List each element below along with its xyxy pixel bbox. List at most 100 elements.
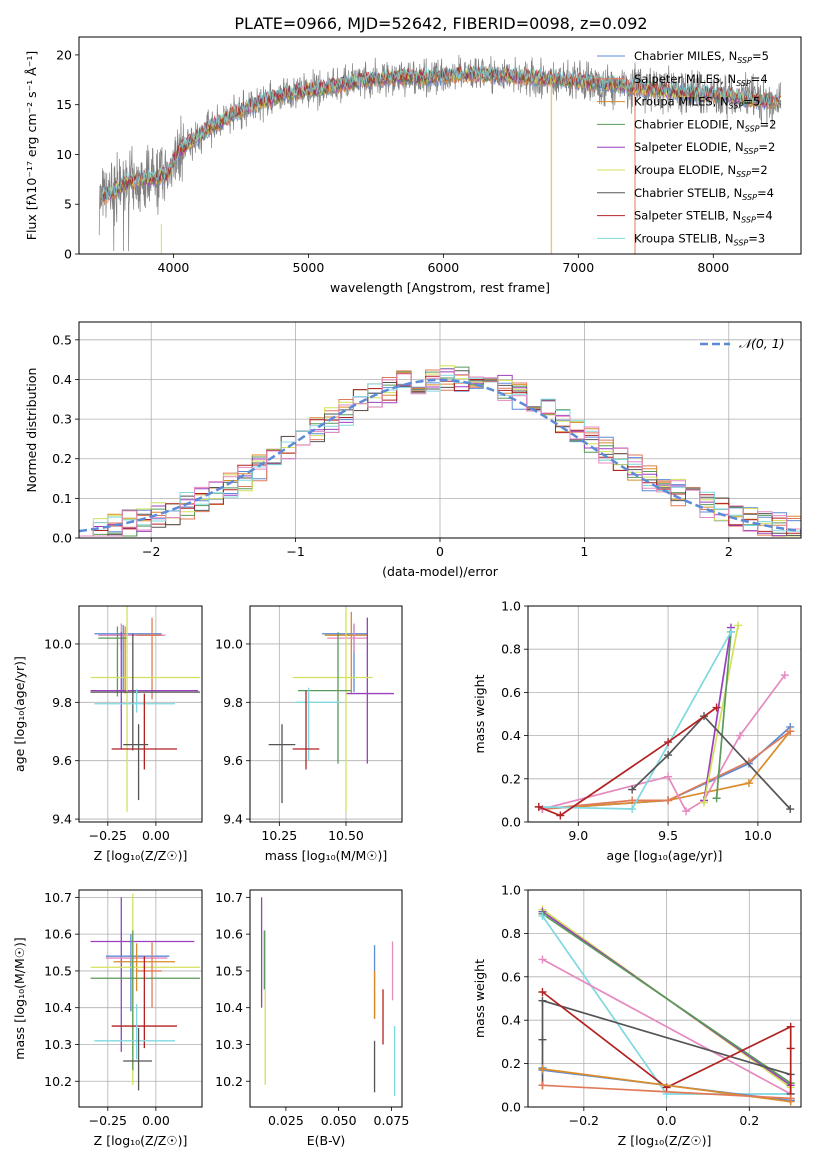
panel-mass_vs_Z: −0.25 0.00 10.2 10.3 10.4 10.5 10.6 10.7 Z [log₁… bbox=[12, 889, 203, 1148]
mass-weight-marker bbox=[786, 1094, 795, 1103]
mass-weight-marker bbox=[538, 987, 547, 996]
legend-label-subscript: SSP bbox=[736, 170, 751, 179]
y-tick-label: 10.6 bbox=[215, 927, 243, 942]
mass-weight-marker bbox=[538, 955, 547, 964]
legend-label: Chabrier STELIB, NSSP=4 bbox=[634, 186, 774, 202]
mass-weight-marker bbox=[744, 779, 753, 788]
mass-weight-line bbox=[715, 631, 732, 799]
legend-label: Kroupa STELIB, NSSP=3 bbox=[634, 231, 765, 247]
errorbar-point bbox=[136, 941, 162, 1008]
errorbar-point bbox=[123, 724, 149, 801]
plot-area-massweight_vs_age bbox=[534, 621, 795, 820]
errorbar-point bbox=[90, 930, 201, 1071]
mass-weight-marker bbox=[786, 1044, 795, 1053]
y-tick-label: 10.7 bbox=[215, 890, 243, 905]
errorbar-point bbox=[268, 724, 296, 804]
mass-weight-line bbox=[542, 1084, 791, 1100]
mass-weight-marker bbox=[780, 671, 789, 680]
legend-label-tail: =4 bbox=[751, 72, 768, 86]
y-tick-label: 0.6 bbox=[501, 685, 521, 700]
x-tick-label: 0 bbox=[436, 544, 444, 559]
y-tick-label: 9.8 bbox=[52, 695, 72, 710]
errorbar-point bbox=[136, 617, 162, 700]
mass-weight-line bbox=[703, 625, 739, 803]
mass-weight-marker bbox=[534, 802, 543, 811]
y-tick-label: 0.2 bbox=[501, 1056, 521, 1071]
axes-frame bbox=[249, 889, 403, 1108]
y-tick-label: 15 bbox=[56, 97, 72, 112]
mass-weight-marker bbox=[538, 1035, 547, 1044]
legend-label: Salpeter ELODIE, NSSP=2 bbox=[634, 140, 775, 156]
x-tick-label: 8000 bbox=[697, 260, 729, 275]
errorbar-point bbox=[346, 617, 394, 764]
y-tick-label: 0.3 bbox=[52, 412, 72, 427]
mass-weight-line bbox=[542, 913, 792, 1084]
mass-weight-marker bbox=[628, 805, 637, 814]
errorbar-point bbox=[98, 626, 128, 697]
errorbar-point bbox=[327, 623, 368, 653]
axes-frame bbox=[78, 605, 203, 823]
mass-weight-marker bbox=[682, 807, 691, 816]
legend-label-subscript: SSP bbox=[729, 102, 744, 111]
y-axis-label: mass weight bbox=[472, 674, 487, 753]
x-tick-label: −0.25 bbox=[89, 1113, 127, 1128]
mass-weight-marker bbox=[538, 912, 547, 921]
x-tick-label: −0.25 bbox=[89, 828, 127, 843]
legend-label-text: Kroupa MILES, N bbox=[634, 95, 729, 109]
plot-area-massweight_vs_Z bbox=[538, 905, 795, 1106]
y-tick-label: 0.0 bbox=[501, 815, 521, 830]
mass-weight-marker bbox=[628, 785, 637, 794]
legend-label-text: Chabrier ELODIE, N bbox=[634, 117, 745, 131]
y-tick-label: 10.6 bbox=[44, 927, 72, 942]
plot-area-age_vs_Z bbox=[90, 606, 201, 812]
x-axis-label: Z [log₁₀(Z/Z☉)] bbox=[618, 1133, 712, 1148]
axes-frame bbox=[78, 889, 203, 1108]
x-axis-label: Z [log₁₀(Z/Z☉)] bbox=[94, 848, 188, 863]
x-tick-label: 0.025 bbox=[268, 1113, 304, 1128]
y-tick-label: 0.4 bbox=[501, 1013, 521, 1028]
y-tick-label: 10.4 bbox=[44, 1000, 72, 1015]
y-tick-label: 0.2 bbox=[501, 771, 521, 786]
y-tick-label: 0.4 bbox=[501, 728, 521, 743]
legend-label: 𝒩(0, 1) bbox=[739, 336, 785, 351]
mass-weight-line bbox=[538, 706, 718, 817]
legend-label-text: Salpeter ELODIE, N bbox=[634, 140, 744, 154]
x-tick-label: −0.2 bbox=[569, 1113, 599, 1128]
panel-age_vs_Z: −0.25 0.00 9.4 9.6 9.8 10.0 Z [log₁₀(Z/Z☉)] age… bbox=[12, 605, 203, 863]
legend-label-subscript: SSP bbox=[736, 79, 751, 88]
x-axis-label: wavelength [Angstrom, rest frame] bbox=[330, 280, 550, 295]
y-tick-label: 0.0 bbox=[501, 1100, 521, 1115]
figure-title: PLATE=0966, MJD=52642, FIBERID=0098, z=0… bbox=[234, 14, 647, 33]
model-spectrum-8 bbox=[100, 65, 782, 203]
legend-label: Chabrier MILES, NSSP=5 bbox=[634, 49, 769, 65]
mass-weight-line bbox=[703, 627, 732, 801]
axes-frame bbox=[527, 605, 802, 823]
y-tick-label: 20 bbox=[56, 47, 72, 62]
x-axis-label: mass [log₁₀(M/M☉)] bbox=[265, 848, 387, 863]
y-tick-label: 5 bbox=[64, 197, 72, 212]
panel-mass_vs_ebv: 0.025 0.050 0.075 10.2 10.3 10.4 10.5 10.6 10.7 E… bbox=[215, 889, 409, 1148]
y-tick-label: 0 bbox=[64, 247, 72, 262]
legend-label: Kroupa MILES, NSSP=5 bbox=[634, 95, 760, 111]
axes-frame bbox=[249, 605, 403, 823]
plot-area-mass_vs_Z bbox=[90, 893, 201, 1091]
legend-label-tail: =2 bbox=[760, 117, 777, 131]
panel-massweight_vs_age: 9.0 9.5 10.0 0.0 0.2 0.4 0.6 0.8 1.0 age [log₁₀(a… bbox=[472, 599, 802, 863]
legend-label-text: Chabrier MILES, N bbox=[634, 49, 737, 63]
mass-weight-marker bbox=[538, 1065, 547, 1074]
mass-weight-line bbox=[542, 958, 792, 1095]
legend-label: Chabrier ELODIE, NSSP=2 bbox=[634, 117, 776, 133]
y-tick-label: 10.3 bbox=[44, 1037, 72, 1052]
legend-label: Salpeter MILES, NSSP=4 bbox=[634, 72, 768, 88]
errorbar-point bbox=[94, 689, 176, 713]
x-tick-label: 10.0 bbox=[744, 828, 772, 843]
y-tick-label: 0.5 bbox=[52, 332, 72, 347]
x-tick-label: 1 bbox=[580, 544, 588, 559]
errorbar-point bbox=[90, 632, 199, 750]
errorbar-point bbox=[111, 693, 178, 770]
legend-label-text: Salpeter MILES, N bbox=[634, 72, 736, 86]
mass-weight-marker bbox=[664, 772, 673, 781]
x-axis-label: age [log₁₀(age/yr)] bbox=[607, 848, 723, 863]
